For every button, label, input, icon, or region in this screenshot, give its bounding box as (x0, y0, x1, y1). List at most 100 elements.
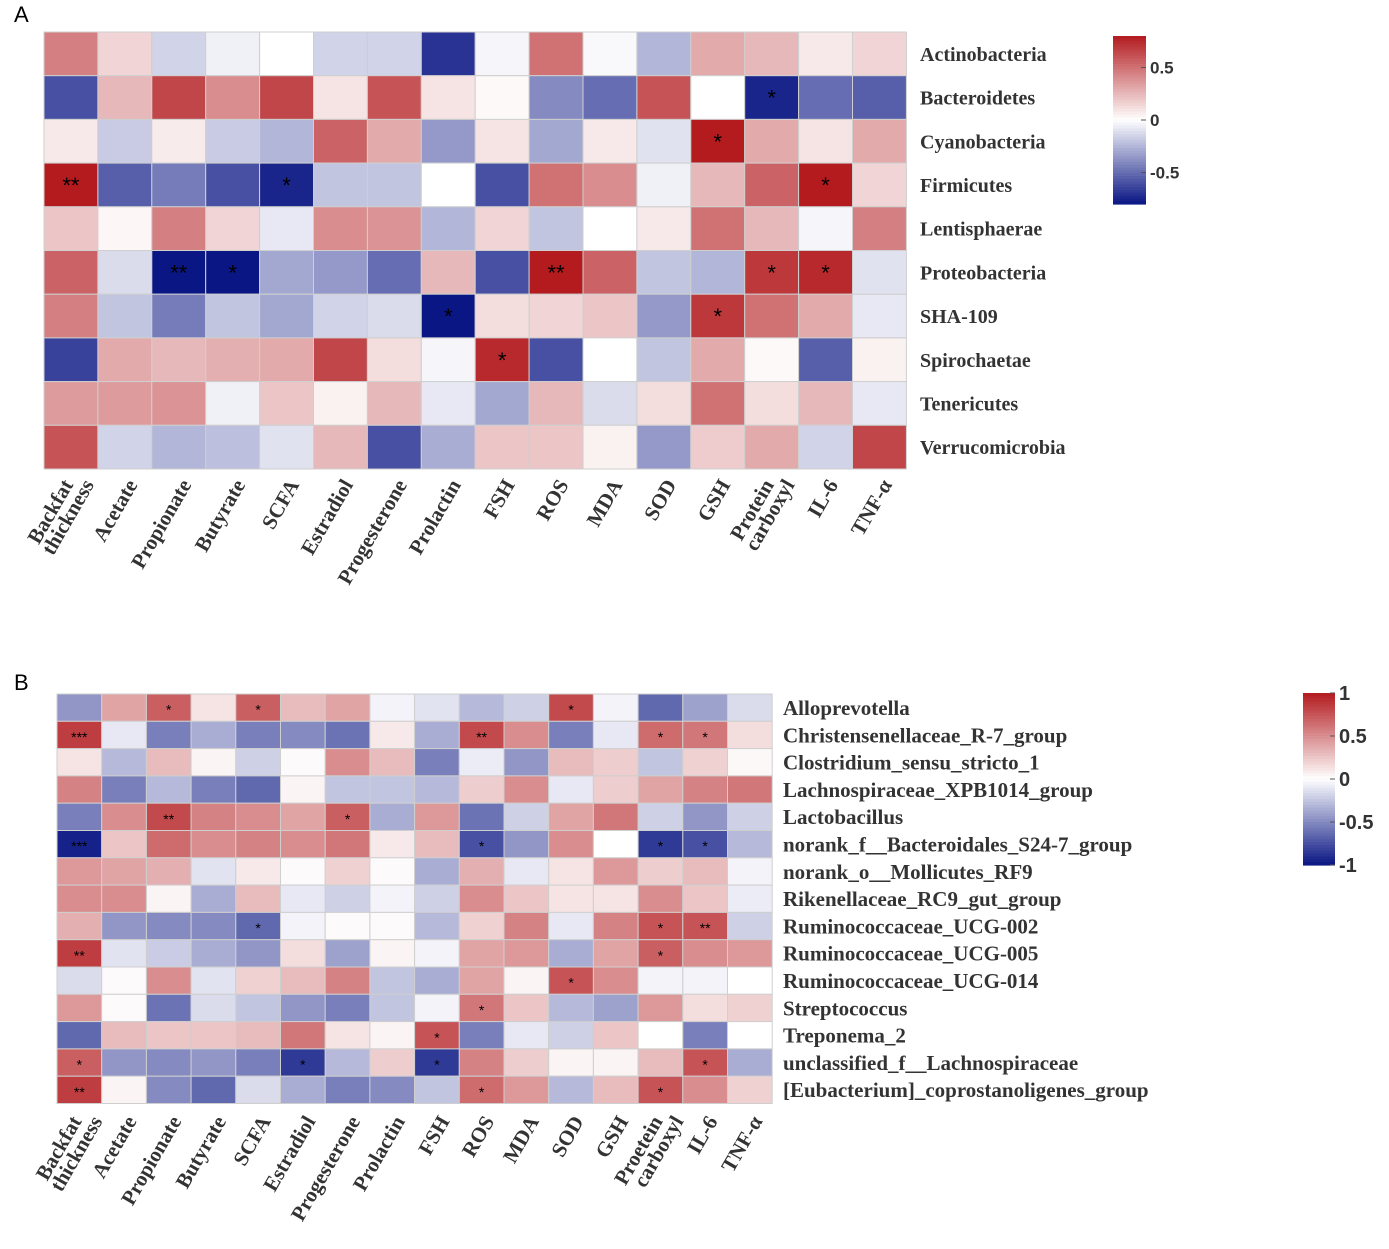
column-label: MDA (498, 1111, 544, 1167)
heatmap-cell (280, 830, 326, 859)
heatmap-cell (190, 993, 237, 1023)
colorbar-tick-label: 1 (1339, 683, 1350, 705)
colorbar-segment (1303, 698, 1335, 703)
heatmap-cell (280, 1048, 326, 1077)
heatmap-cell (145, 830, 192, 859)
colorbar-segment (1303, 819, 1335, 823)
heatmap-cell (324, 993, 371, 1023)
colorbar-segment (1303, 776, 1335, 780)
heatmap-cell (97, 250, 153, 295)
heatmap-cell (205, 293, 261, 339)
colorbar-segment (1303, 695, 1335, 700)
heatmap-cell (235, 939, 282, 968)
heatmap-cell (280, 857, 326, 886)
colorbar-segment (1303, 813, 1335, 817)
heatmap-cell (97, 337, 153, 383)
heatmap-cell (727, 939, 773, 968)
heatmap-cell (145, 775, 192, 804)
row-label: Tenericutes (920, 393, 1018, 415)
heatmap-cell (548, 775, 594, 804)
heatmap-cell (190, 1021, 237, 1050)
colorbar-tick-label: 0 (1339, 769, 1350, 791)
heatmap-cell (101, 939, 147, 968)
heatmap-cell (592, 775, 639, 804)
colorbar-segment (1113, 159, 1146, 163)
heatmap-cell (414, 857, 460, 886)
colorbar-segment (1303, 730, 1335, 734)
colorbar-segment (1113, 181, 1146, 185)
heatmap-cell (798, 381, 853, 426)
significance-mark: * (658, 729, 664, 745)
heatmap-cell (414, 911, 460, 941)
significance-mark: * (767, 86, 776, 111)
heatmap-cell (97, 206, 153, 252)
heatmap-cell (636, 250, 692, 295)
colorbar-segment (1113, 106, 1146, 110)
heatmap-cell (744, 381, 800, 426)
heatmap-cell (280, 966, 326, 995)
heatmap-cell (682, 802, 728, 832)
heatmap-cell (190, 775, 237, 804)
colorbar-segment (1303, 790, 1335, 794)
heatmap-cell (682, 884, 728, 913)
heatmap-cell (727, 857, 773, 886)
colorbar-segment (1113, 83, 1146, 87)
colorbar-segment (1113, 47, 1146, 51)
heatmap-cell (145, 748, 192, 777)
panel-a-column-labels: BackfatthicknessAcetatePropionateButyrat… (22, 474, 897, 588)
heatmap-cell (313, 424, 368, 470)
heatmap-cell (727, 802, 773, 832)
colorbar-segment (1113, 58, 1146, 62)
heatmap-cell (852, 118, 907, 164)
colorbar-segment (1303, 804, 1335, 809)
heatmap-cell (43, 118, 99, 164)
colorbar-segment (1113, 100, 1146, 104)
heatmap-cell (280, 1075, 326, 1104)
colorbar-tick-label: 0.5 (1150, 58, 1174, 77)
heatmap-cell (235, 1075, 282, 1104)
heatmap-cell (414, 693, 460, 722)
heatmap-cell (528, 381, 584, 426)
row-label: Cyanobacteria (920, 131, 1046, 153)
colorbar-segment (1303, 707, 1335, 711)
heatmap-cell (420, 31, 476, 77)
panel-a-significance: **** * *** * ** * ** ** (62, 86, 830, 373)
heatmap-cell (682, 993, 728, 1023)
heatmap-cell (369, 748, 416, 777)
heatmap-cell (682, 748, 728, 777)
heatmap-cell (744, 337, 800, 383)
heatmap-cell (503, 830, 550, 859)
colorbar-segment (1303, 756, 1335, 760)
colorbar-segment (1303, 847, 1335, 852)
heatmap-cell (690, 424, 746, 470)
colorbar-segment (1303, 736, 1335, 740)
colorbar-segment (1303, 784, 1335, 789)
column-label: GSH (692, 475, 735, 525)
heatmap-cell (636, 424, 692, 470)
heatmap-cell (369, 830, 416, 859)
colorbar-segment (1303, 833, 1335, 837)
heatmap-cell (369, 993, 416, 1023)
significance-mark: * (658, 920, 664, 936)
heatmap-cell (324, 830, 371, 859)
heatmap-cell (280, 911, 326, 941)
row-label: Ruminococcaceae_UCG-002 (783, 914, 1038, 938)
heatmap-cell (548, 802, 594, 832)
heatmap-cell (151, 424, 207, 470)
colorbar-segment (1113, 178, 1146, 183)
heatmap-cell (235, 693, 282, 722)
heatmap-cell (366, 118, 422, 164)
panel-a-colorbar: 0.5 0 -0.5 (1113, 36, 1179, 205)
heatmap-cell (259, 206, 315, 252)
heatmap-cell (682, 857, 728, 886)
panel-b-letter: B (14, 670, 29, 695)
heatmap-cell (636, 75, 692, 120)
heatmap-cell (324, 966, 371, 995)
significance-mark: * (713, 304, 722, 329)
heatmap-cell (744, 162, 800, 208)
heatmap-cell (414, 966, 460, 995)
colorbar-segment (1113, 162, 1146, 166)
colorbar-segment (1303, 721, 1335, 726)
heatmap-cell (56, 720, 103, 750)
heatmap-cell (369, 693, 416, 722)
